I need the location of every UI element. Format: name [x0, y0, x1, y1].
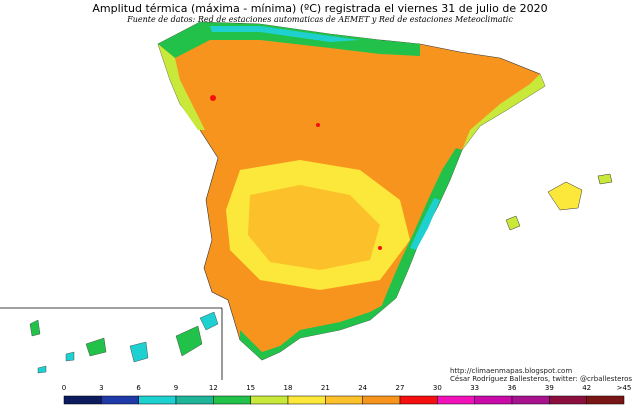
temperature-range-map [0, 21, 613, 380]
legend-swatch [474, 395, 513, 405]
legend-swatch [63, 395, 102, 405]
legend-tick-label: 0 [61, 384, 67, 392]
balearic-mallorca [547, 181, 583, 211]
legend-tick-label: 15 [246, 384, 256, 392]
legend-swatch [399, 395, 438, 405]
mediterranean-cyan [410, 198, 440, 250]
legend-tick-label: 42 [582, 384, 592, 392]
canary-lagomera [65, 351, 75, 362]
canary-elhierro [37, 365, 47, 374]
legend-tick-label: 6 [136, 384, 141, 392]
canary-grancanaria [129, 341, 149, 363]
legend-tick-label: 30 [432, 384, 442, 392]
south-coast-band [240, 298, 396, 360]
north-coast-cyan [210, 26, 360, 42]
legend-tick-label: 27 [395, 384, 405, 392]
canary-fuerteventura [175, 325, 203, 357]
hot-spot-north [316, 123, 320, 127]
balearic-menorca [597, 173, 613, 185]
galicia-coast-band [158, 44, 205, 130]
legend-tick-label: 9 [173, 384, 179, 392]
legend-tick-label: 12 [208, 384, 218, 392]
canary-lapalma [29, 319, 41, 337]
credit-url: http://climaenmapas.blogspot.com [450, 367, 573, 375]
map-title: Amplitud térmica (máxima - mínima) (ºC) … [92, 2, 548, 15]
legend-tick-label: 24 [358, 384, 368, 392]
legend-swatch [138, 395, 177, 405]
legend-tick-label: 18 [283, 384, 293, 392]
legend-swatch [101, 395, 139, 405]
balearic-ibiza [505, 215, 521, 231]
legend-bars [63, 395, 625, 405]
legend-swatch [213, 395, 251, 405]
legend-swatch [250, 395, 289, 405]
legend-swatch [362, 395, 401, 405]
legend-tick-label: 36 [507, 384, 517, 392]
central-plateau-gold [248, 185, 380, 270]
legend-tick-label: 39 [544, 384, 554, 392]
legend-tick-label: 33 [470, 384, 480, 392]
legend-swatch [511, 395, 550, 405]
hot-spot-east [378, 246, 382, 250]
legend-swatch [325, 395, 363, 405]
legend-swatch [175, 395, 214, 405]
legend-swatch [586, 395, 625, 405]
credit-author: César Rodríguez Ballesteros, twitter: @c… [450, 375, 633, 383]
hot-spot-galicia [210, 95, 216, 101]
catalonia-coast-band [462, 74, 545, 150]
legend-swatch [437, 395, 475, 405]
canary-lanzarote [199, 311, 219, 331]
legend-tick-label: 3 [99, 384, 104, 392]
legend-swatch [549, 395, 587, 405]
color-scale-legend [63, 395, 625, 405]
legend-tick-label: 21 [320, 384, 330, 392]
canary-tenerife [85, 337, 107, 357]
legend-swatch [287, 395, 326, 405]
legend-tick-label: >45 [616, 384, 632, 392]
map-subtitle: Fuente de datos: Red de estaciones autom… [127, 15, 513, 24]
